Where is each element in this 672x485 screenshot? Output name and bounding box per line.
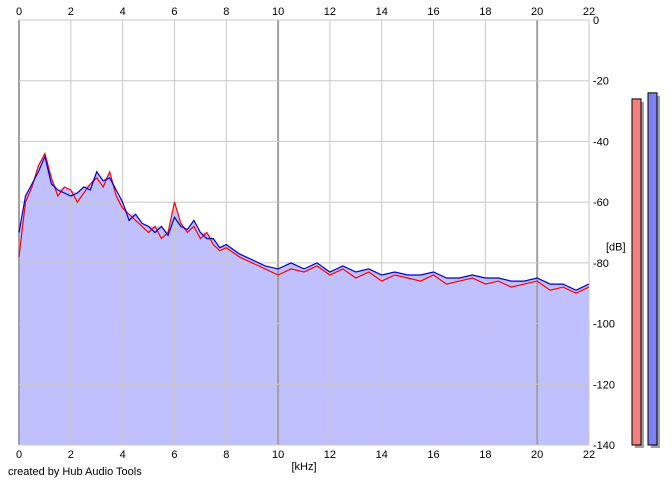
- x-tick-label-bottom: 12: [324, 449, 336, 461]
- y-tick-label: -140: [593, 440, 615, 452]
- x-tick-label-top: 16: [427, 6, 439, 18]
- x-tick-label-top: 22: [583, 6, 595, 18]
- x-tick-label-bottom: 16: [427, 449, 439, 461]
- axis-ticks: 002244668810101212141416161818202022220-…: [16, 6, 615, 461]
- x-tick-label-bottom: 4: [120, 449, 126, 461]
- spectrum-series: [18, 151, 590, 294]
- y-tick-label: -60: [593, 197, 609, 209]
- x-tick-label-top: 18: [479, 6, 491, 18]
- x-tick-label-bottom: 10: [272, 449, 284, 461]
- x-tick-label-top: 12: [324, 6, 336, 18]
- spectrum-fill-area: [19, 153, 589, 445]
- x-tick-label-top: 8: [223, 6, 229, 18]
- footer-credit: created by Hub Audio Tools: [8, 466, 142, 478]
- chart-grid: [18, 19, 590, 446]
- y-tick-label: -20: [593, 76, 609, 88]
- x-axis-label: [kHz]: [291, 461, 316, 473]
- x-tick-label-top: 14: [376, 6, 388, 18]
- x-tick-label-bottom: 22: [583, 449, 595, 461]
- y-tick-label: -120: [593, 379, 615, 391]
- y-tick-label: -80: [593, 258, 609, 270]
- x-tick-label-bottom: 2: [68, 449, 74, 461]
- x-tick-label-top: 0: [16, 6, 22, 18]
- x-tick-label-top: 20: [531, 6, 543, 18]
- y-tick-label: 0: [593, 15, 599, 27]
- series-line-left-channel: [18, 151, 590, 294]
- series-line-right-channel: [18, 154, 590, 291]
- x-tick-label-top: 2: [68, 6, 74, 18]
- x-tick-label-bottom: 14: [376, 449, 388, 461]
- x-tick-label-bottom: 8: [223, 449, 229, 461]
- x-tick-label-bottom: 0: [16, 449, 22, 461]
- x-tick-label-top: 6: [171, 6, 177, 18]
- level-meters: [631, 92, 660, 448]
- y-tick-label: -40: [593, 136, 609, 148]
- spectrum-fill: [19, 153, 589, 445]
- level-meter-left: [631, 98, 642, 446]
- x-tick-label-top: 10: [272, 6, 284, 18]
- y-axis-label: [dB]: [606, 242, 626, 254]
- level-meter-right: [647, 92, 658, 446]
- x-tick-label-bottom: 20: [531, 449, 543, 461]
- x-tick-label-top: 4: [120, 6, 126, 18]
- x-tick-label-bottom: 18: [479, 449, 491, 461]
- x-tick-label-bottom: 6: [171, 449, 177, 461]
- y-tick-label: -100: [593, 319, 615, 331]
